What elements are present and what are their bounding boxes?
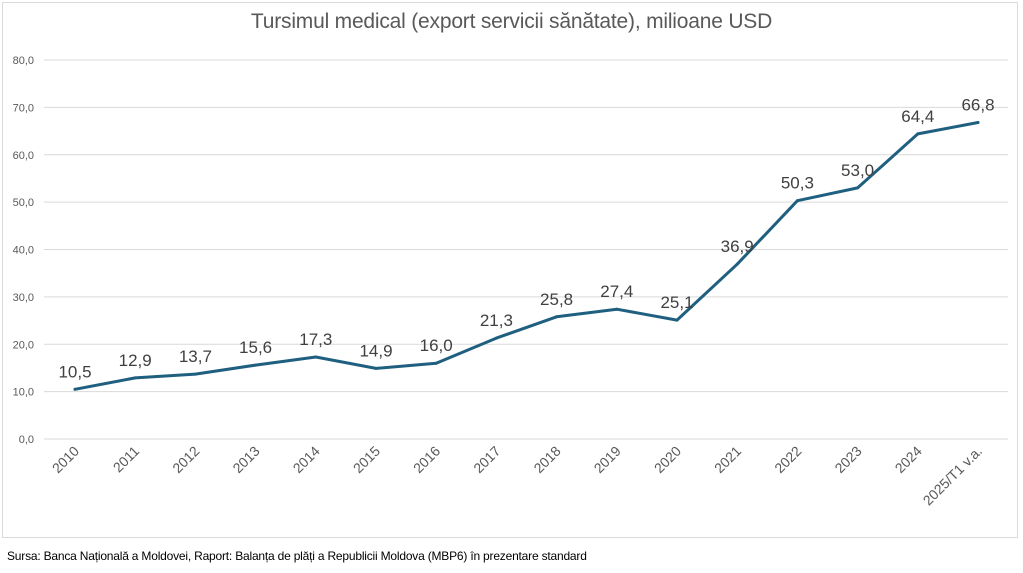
data-label: 25,8 [540, 290, 573, 309]
data-label: 21,3 [480, 311, 513, 330]
y-tick-label: 70,0 [13, 102, 34, 114]
data-point [193, 372, 197, 376]
y-tick-label: 20,0 [13, 339, 34, 351]
data-point [555, 315, 559, 319]
data-point [795, 199, 799, 203]
y-tick-label: 50,0 [13, 197, 34, 209]
x-tick-label: 2013 [229, 443, 262, 476]
y-tick-label: 10,0 [13, 387, 34, 399]
y-tick-label: 0,0 [19, 434, 34, 446]
data-label: 15,6 [239, 338, 272, 357]
gridlines [44, 59, 1008, 440]
x-axis-ticks: 2010 2011 2012 2013 2014 2015 2016 2017 2018 2019… [49, 443, 985, 509]
y-tick-label: 30,0 [13, 292, 34, 304]
data-point [735, 262, 739, 266]
x-tick-label: 2018 [530, 443, 563, 476]
data-label: 64,4 [901, 107, 934, 126]
data-label: 25,1 [660, 293, 693, 312]
x-tick-label: 2015 [350, 443, 383, 476]
data-label: 50,3 [781, 174, 814, 193]
data-label: 17,3 [299, 330, 332, 349]
x-tick-label: 2011 [110, 443, 143, 476]
x-tick-label: 2010 [49, 443, 82, 476]
x-tick-label: 2022 [771, 443, 804, 476]
data-label: 13,7 [179, 347, 212, 366]
data-point [314, 355, 318, 359]
y-tick-label: 40,0 [13, 245, 34, 257]
data-point [133, 376, 137, 380]
data-point [494, 336, 498, 340]
data-label: 12,9 [119, 351, 152, 370]
x-tick-label: 2016 [410, 443, 443, 476]
x-tick-label: 2014 [290, 443, 323, 476]
y-axis-ticks: 0,0 10,0 20,0 30,0 40,0 50,0 60,0 70,0 80,0 [13, 55, 34, 446]
data-point [856, 186, 860, 190]
chart-title: Tursimul medical (export servicii sănăta… [250, 10, 773, 33]
x-tick-label: 2025/T1 v.a. [920, 443, 986, 509]
line-chart: 0,0 10,0 20,0 30,0 40,0 50,0 60,0 70,0 80,0 2010… [13, 55, 1008, 509]
x-tick-label: 2012 [169, 443, 202, 476]
data-point [615, 307, 619, 311]
x-tick-label: 2024 [892, 443, 925, 476]
data-label: 27,4 [600, 282, 633, 301]
series-line-layer [73, 121, 980, 391]
x-tick-label: 2019 [591, 443, 624, 476]
data-point [254, 363, 258, 367]
x-tick-label: 2021 [711, 443, 744, 476]
data-point [675, 318, 679, 322]
series-line [73, 121, 980, 391]
data-label: 14,9 [359, 341, 392, 360]
data-point [374, 366, 378, 370]
data-point [976, 121, 980, 125]
chart-frame [2, 2, 1018, 538]
data-label: 66,8 [961, 96, 994, 115]
x-tick-label: 2023 [831, 443, 864, 476]
data-label: 53,0 [841, 161, 874, 180]
data-label: 36,9 [721, 237, 754, 256]
x-tick-label: 2017 [470, 443, 503, 476]
y-tick-label: 80,0 [13, 55, 34, 67]
data-label: 16,0 [420, 336, 453, 355]
data-point [434, 361, 438, 365]
data-label: 10,5 [58, 362, 91, 381]
data-labels: 10,5 12,9 13,7 15,6 17,3 14,9 16,0 21,3 25,8 27,4… [58, 96, 994, 382]
data-point [73, 387, 77, 391]
data-point [916, 132, 920, 136]
source-note: Sursa: Banca Națională a Moldovei, Rapor… [7, 549, 587, 563]
x-tick-label: 2020 [651, 443, 684, 476]
y-tick-label: 60,0 [13, 150, 34, 162]
